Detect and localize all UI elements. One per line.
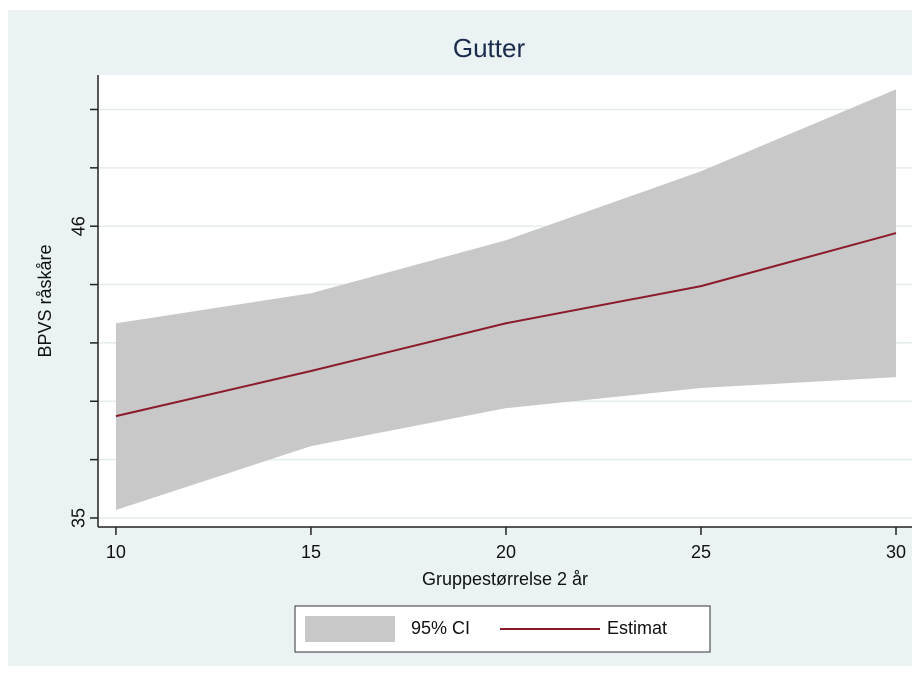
x-tick-label: 15 [301,542,321,562]
y-tick-label: 46 [69,216,89,236]
y-tick-label: 35 [69,508,89,528]
chart-title: Gutter [453,33,526,63]
x-tick-label: 10 [106,542,126,562]
y-axis-label: BPVS råskåre [35,244,55,357]
legend-label: Estimat [607,618,667,638]
legend-label: 95% CI [411,618,470,638]
x-tick-label: 30 [886,542,906,562]
ci-band [115,89,897,511]
x-tick-label: 20 [496,542,516,562]
x-tick-label: 25 [691,542,711,562]
legend-swatch [305,616,395,642]
estimate-line [115,232,897,418]
x-axis-label: Gruppestørrelse 2 år [422,569,588,589]
